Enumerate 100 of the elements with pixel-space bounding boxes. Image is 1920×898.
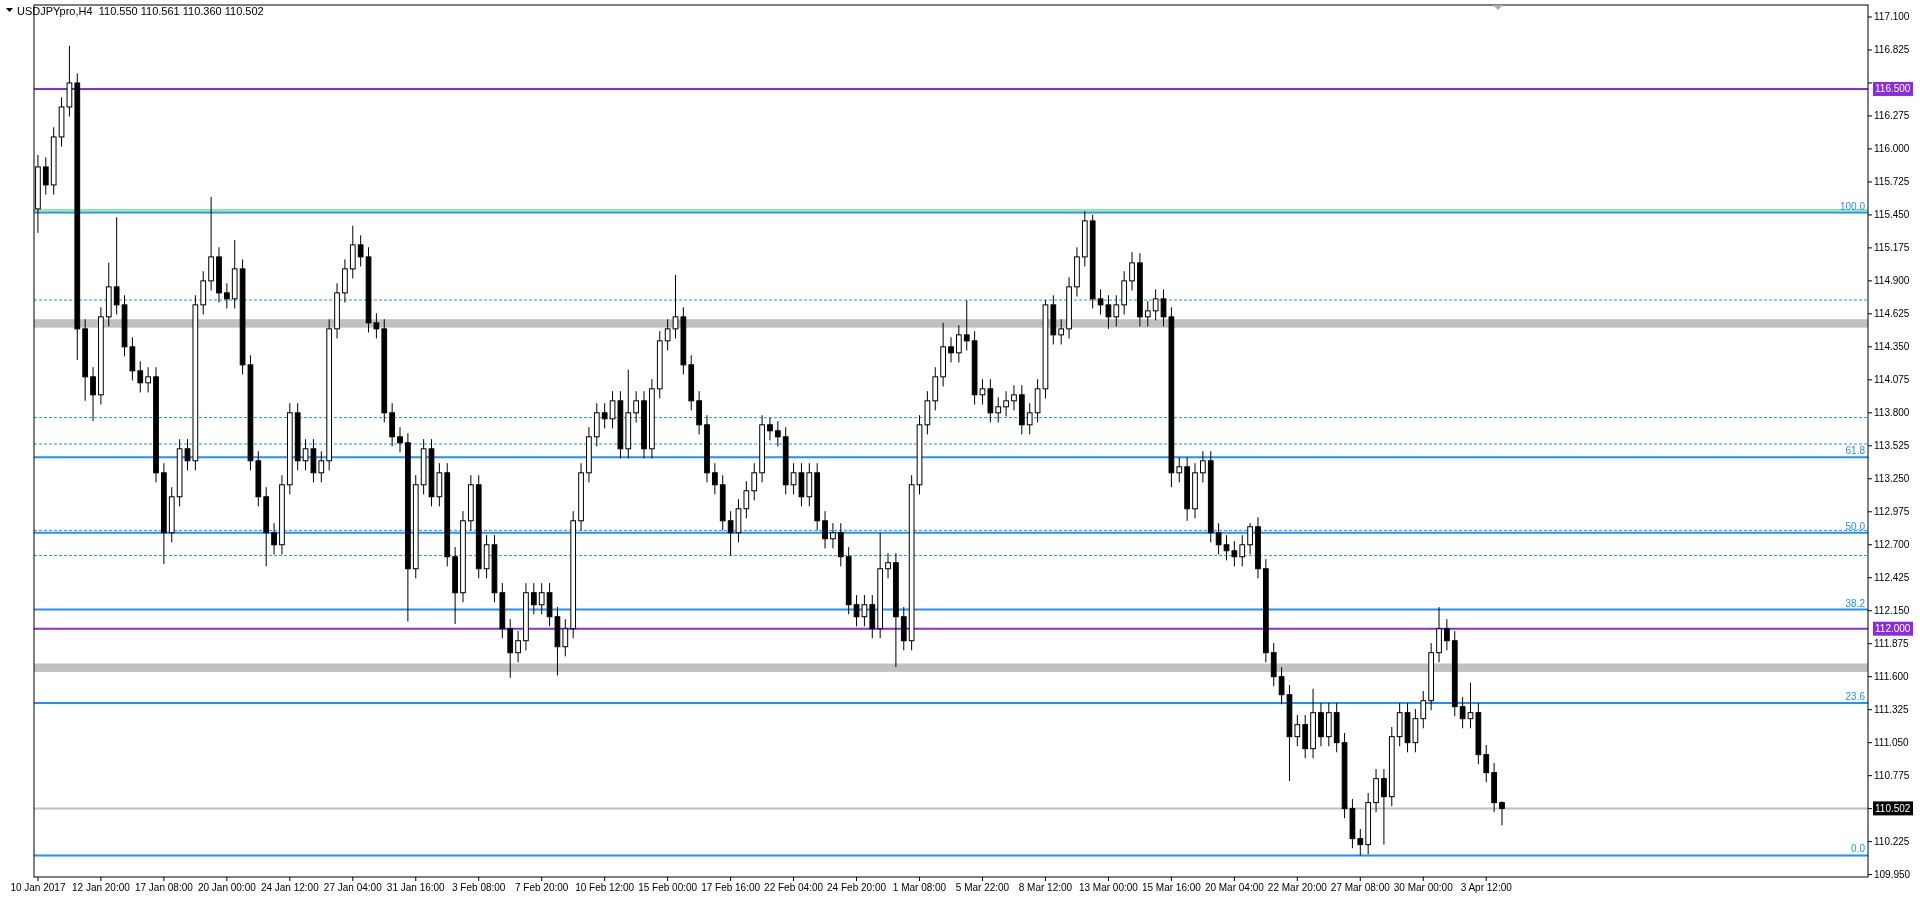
candlestick: [1420, 690, 1427, 729]
candlestick: [342, 258, 348, 303]
candlestick: [1325, 702, 1332, 747]
candlestick: [1113, 294, 1120, 327]
x-tick-label: 3 Feb 08:00: [452, 882, 506, 893]
y-tick-label: 110.775: [1874, 770, 1910, 782]
candlestick: [774, 420, 781, 447]
candlestick: [1121, 270, 1128, 315]
candlestick: [696, 390, 702, 435]
y-tick-label: 112.700: [1874, 539, 1910, 551]
annotation: 100.0: [1839, 200, 1866, 212]
x-tick-label: 24 Feb 20:00: [827, 882, 887, 893]
x-tick-label: 27 Mar 08:00: [1330, 882, 1391, 893]
x-tick-label: 27 Jan 04:00: [323, 882, 383, 893]
candlestick: [987, 378, 994, 423]
candlestick: [1129, 251, 1135, 291]
candlestick: [1011, 384, 1017, 411]
candlestick: [963, 299, 970, 351]
candlestick: [90, 366, 96, 422]
y-tick-label: 116.000: [1874, 143, 1910, 155]
candlestick: [562, 618, 569, 657]
ref-line-label: 110.502: [1875, 802, 1911, 814]
candlestick: [900, 606, 907, 651]
candlestick: [1058, 318, 1065, 345]
x-tick-label: 31 Jan 16:00: [386, 882, 446, 893]
y-tick-label: 114.900: [1874, 275, 1910, 287]
y-tick-label: 113.800: [1874, 407, 1910, 419]
x-tick-label: 3 Apr 12:00: [1460, 882, 1513, 893]
candlestick: [1247, 522, 1253, 555]
x-tick-label: 8 Mar 12:00: [1018, 882, 1073, 893]
y-tick-label: 111.050: [1874, 737, 1910, 749]
x-tick-label: 10 Jan 2017: [10, 882, 66, 893]
candlestick: [743, 480, 750, 519]
candlestick: [869, 594, 876, 639]
candlestick: [1302, 714, 1309, 759]
annotation: 23.6: [1845, 691, 1866, 703]
candlestick: [806, 462, 813, 507]
candlestick: [1176, 456, 1183, 483]
candlestick: [1003, 390, 1009, 417]
x-tick-label: 12 Jan 20:00: [71, 882, 131, 893]
candlestick: [1396, 702, 1403, 747]
candlestick: [137, 360, 144, 393]
candlestick: [1144, 300, 1151, 327]
y-tick-label: 115.725: [1874, 176, 1910, 188]
ref-line-label: 116.500: [1875, 83, 1911, 95]
x-tick-label: 22 Mar 20:00: [1267, 882, 1328, 893]
x-tick-label: 13 Mar 00:00: [1078, 882, 1139, 893]
candlestick: [1200, 450, 1206, 483]
x-tick-label: 15 Mar 16:00: [1141, 882, 1202, 893]
x-tick-label: 24 Jan 12:00: [260, 882, 320, 893]
candlestick: [751, 462, 758, 501]
x-tick-label: 20 Mar 04:00: [1204, 882, 1265, 893]
candlestick: [1270, 642, 1277, 687]
annotation: 61.8: [1845, 445, 1866, 457]
candlestick: [397, 426, 403, 453]
candlestick: [601, 402, 608, 429]
x-tick-label: 20 Jan 00:00: [197, 882, 257, 893]
y-tick-label: 112.150: [1874, 605, 1910, 617]
candlestick: [948, 336, 954, 363]
candlestick: [1357, 828, 1364, 856]
candlestick: [633, 390, 640, 423]
candlestick: [1373, 768, 1379, 813]
x-tick-label: 1 Mar 08:00: [892, 882, 947, 893]
candlestick: [1318, 702, 1324, 747]
candlestick: [1499, 800, 1505, 826]
candlestick: [1436, 606, 1442, 663]
y-tick-label: 111.875: [1874, 638, 1910, 650]
candlestick: [145, 366, 151, 393]
candlestick: [538, 582, 545, 615]
y-tick-label: 112.975: [1874, 506, 1910, 518]
candlestick: [1483, 744, 1490, 783]
candlestick: [1294, 714, 1301, 747]
x-tick-label: 30 Mar 00:00: [1393, 882, 1454, 893]
candlestick: [956, 324, 962, 363]
candlestick: [318, 450, 325, 483]
y-tick-label: 111.325: [1874, 704, 1910, 716]
x-tick-label: 10 Feb 12:00: [575, 882, 635, 893]
y-tick-label: 113.250: [1874, 473, 1910, 485]
candlestick: [42, 156, 49, 196]
chart-title: USDJPYpro,H4 110.550 110.561 110.360 110.502: [17, 5, 264, 17]
y-tick-label: 110.225: [1874, 836, 1910, 848]
candlestick: [507, 618, 514, 679]
ref-line-label: 112.000: [1875, 623, 1911, 635]
x-tick-label: 5 Mar 22:00: [955, 882, 1010, 893]
candlestick: [822, 510, 828, 549]
candlestick: [932, 366, 939, 411]
candlestick: [357, 234, 364, 267]
candlestick: [712, 462, 718, 495]
y-tick-label: 115.450: [1874, 209, 1910, 221]
x-tick-label: 15 Feb 00:00: [638, 882, 698, 893]
x-tick-label: 17 Feb 16:00: [701, 882, 761, 893]
candlestick: [593, 402, 600, 447]
y-tick-label: 114.625: [1874, 308, 1910, 320]
candlestick: [208, 196, 214, 291]
y-tick-label: 109.950: [1874, 869, 1911, 881]
annotation: 0.0: [1851, 843, 1866, 855]
candlestick: [995, 396, 1002, 423]
candlestick: [1152, 288, 1159, 321]
y-tick-label: 116.275: [1874, 110, 1910, 122]
candlestick: [1239, 534, 1246, 567]
